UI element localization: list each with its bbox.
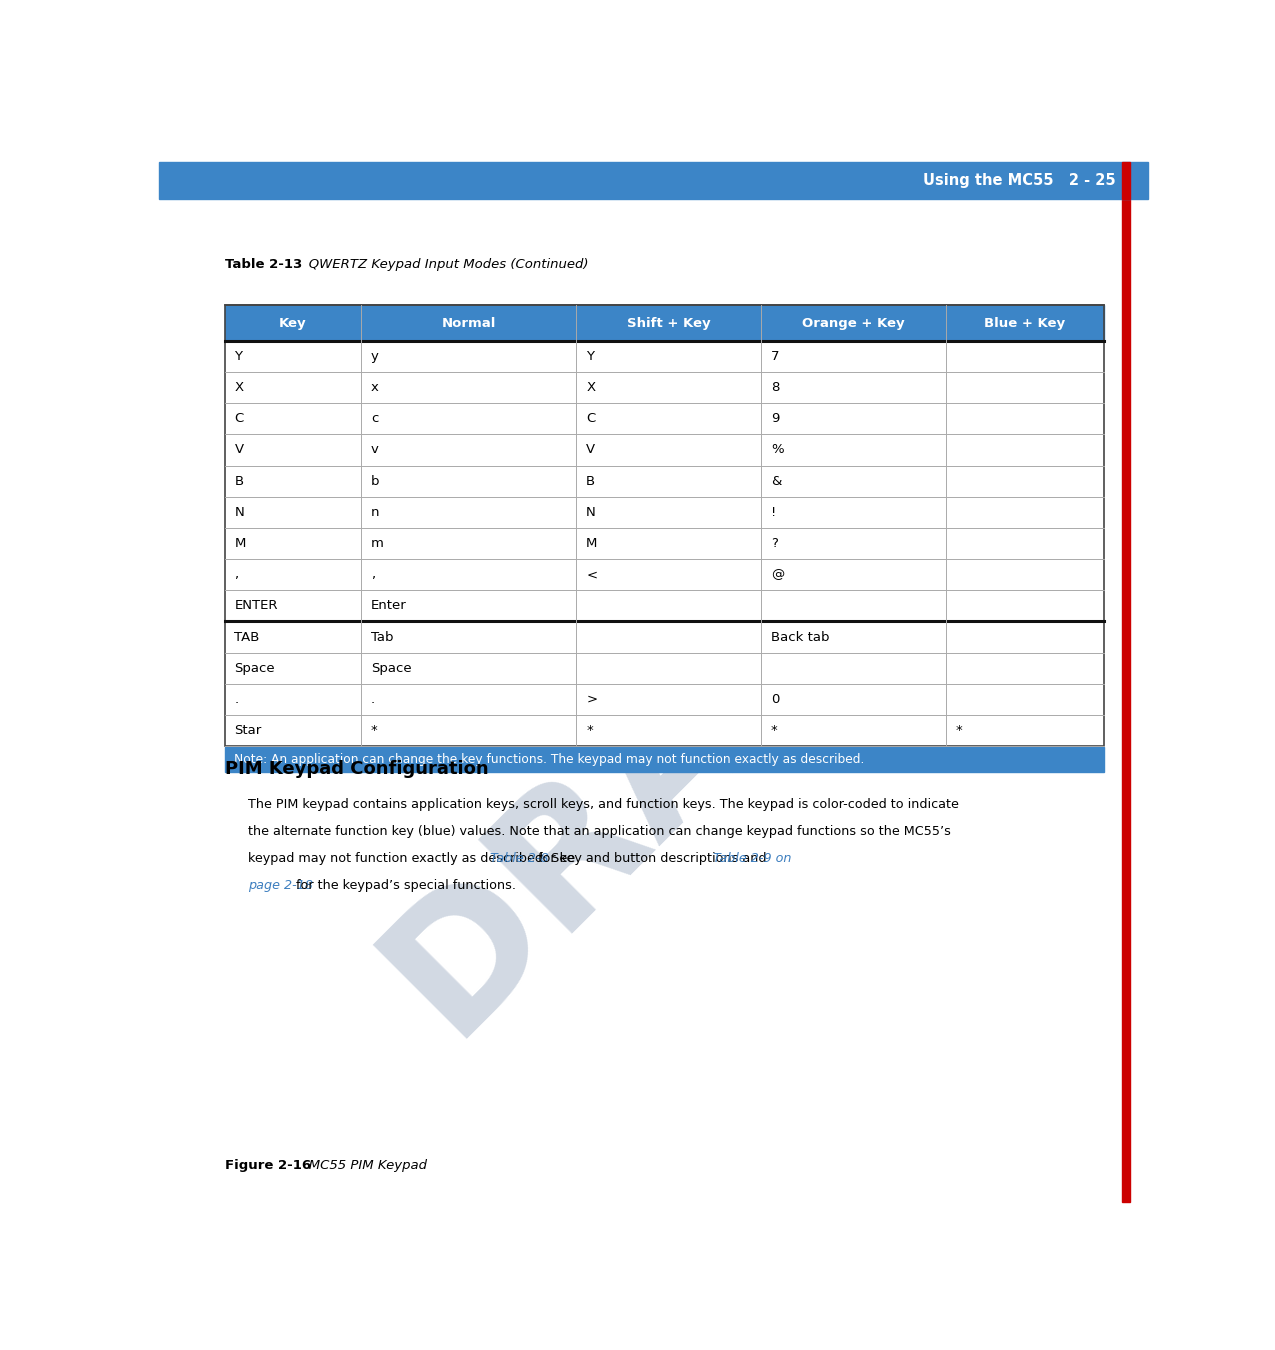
Text: v: v	[371, 443, 379, 456]
Text: DRAFT: DRAFT	[352, 464, 955, 1066]
Text: Blue + Key: Blue + Key	[984, 317, 1066, 329]
Text: for the keypad’s special functions.: for the keypad’s special functions.	[292, 879, 516, 892]
Text: N: N	[235, 506, 245, 518]
Text: y: y	[371, 350, 379, 363]
Bar	[224, 340, 1104, 373]
Text: ,: ,	[371, 568, 375, 582]
Text: @: @	[771, 568, 784, 582]
Text: b: b	[371, 475, 379, 487]
Text: 0: 0	[771, 693, 779, 706]
Text: Figure 2-16: Figure 2-16	[224, 1160, 311, 1172]
Text: TAB: TAB	[235, 630, 260, 644]
Text: 9: 9	[771, 412, 779, 425]
Bar	[224, 621, 1104, 652]
Text: X: X	[235, 381, 244, 394]
Bar	[224, 466, 1104, 497]
Text: MC55 PIM Keypad: MC55 PIM Keypad	[296, 1160, 427, 1172]
Text: &: &	[771, 475, 782, 487]
Bar	[224, 528, 1104, 559]
Text: x: x	[371, 381, 379, 394]
Text: X: X	[586, 381, 595, 394]
Text: Y: Y	[235, 350, 242, 363]
Text: The PIM keypad contains application keys, scroll keys, and function keys. The ke: The PIM keypad contains application keys…	[249, 798, 959, 811]
Bar	[224, 716, 1104, 747]
Text: Key: Key	[279, 317, 306, 329]
Bar	[1122, 162, 1130, 200]
Text: *: *	[371, 724, 377, 737]
Text: n: n	[371, 506, 379, 518]
Text: B: B	[586, 475, 595, 487]
Text: Table 2-9 on: Table 2-9 on	[713, 852, 792, 865]
Bar	[224, 590, 1104, 621]
Text: V: V	[235, 443, 244, 456]
Text: Tab: Tab	[371, 630, 393, 644]
Bar	[224, 652, 1104, 684]
Text: Space: Space	[371, 662, 412, 675]
Text: Orange + Key: Orange + Key	[802, 317, 905, 329]
Text: Star: Star	[235, 724, 261, 737]
Bar	[224, 373, 1104, 404]
Text: ,: ,	[235, 568, 238, 582]
Bar	[224, 305, 1104, 747]
Text: *: *	[771, 724, 778, 737]
Bar	[224, 559, 1104, 590]
Bar	[224, 497, 1104, 528]
Bar	[224, 748, 1104, 772]
Text: PIM Keypad Configuration: PIM Keypad Configuration	[224, 760, 488, 778]
Text: ENTER: ENTER	[235, 599, 278, 613]
Text: B: B	[235, 475, 244, 487]
Text: Enter: Enter	[371, 599, 407, 613]
Text: *: *	[586, 724, 593, 737]
Text: %: %	[771, 443, 784, 456]
Text: C: C	[586, 412, 595, 425]
Text: Y: Y	[586, 350, 594, 363]
Text: Using the MC55   2 - 25: Using the MC55 2 - 25	[923, 173, 1116, 188]
Text: Back tab: Back tab	[771, 630, 830, 644]
Text: m: m	[371, 537, 384, 549]
Text: the alternate function key (blue) values. Note that an application can change ke: the alternate function key (blue) values…	[249, 825, 951, 838]
Text: Shift + Key: Shift + Key	[627, 317, 710, 329]
Text: M: M	[586, 537, 598, 549]
Bar	[224, 435, 1104, 466]
Text: M: M	[235, 537, 246, 549]
Text: .: .	[371, 693, 375, 706]
Text: .: .	[235, 693, 238, 706]
Text: Table 2-8: Table 2-8	[491, 852, 550, 865]
Text: ?: ?	[771, 537, 778, 549]
Text: Table 2-13: Table 2-13	[224, 258, 302, 271]
Text: for key and button descriptions and: for key and button descriptions and	[534, 852, 770, 865]
Bar	[159, 162, 1148, 200]
Text: QWERTZ Keypad Input Modes (Continued): QWERTZ Keypad Input Modes (Continued)	[296, 258, 588, 271]
Text: 7: 7	[771, 350, 779, 363]
Text: Space: Space	[235, 662, 275, 675]
Text: c: c	[371, 412, 379, 425]
Text: Normal: Normal	[441, 317, 496, 329]
Text: keypad may not function exactly as described. See: keypad may not function exactly as descr…	[249, 852, 579, 865]
Text: *: *	[955, 724, 963, 737]
Bar	[224, 305, 1104, 340]
Bar	[224, 684, 1104, 716]
Bar	[224, 404, 1104, 435]
Bar	[1122, 200, 1130, 1202]
Text: 8: 8	[771, 381, 779, 394]
Text: C: C	[235, 412, 244, 425]
Text: Note: An application can change the key functions. The keypad may not function e: Note: An application can change the key …	[235, 753, 864, 767]
Text: V: V	[586, 443, 595, 456]
Text: <: <	[586, 568, 598, 582]
Text: N: N	[586, 506, 595, 518]
Text: >: >	[586, 693, 598, 706]
Text: !: !	[771, 506, 776, 518]
Text: page 2-18: page 2-18	[249, 879, 314, 892]
